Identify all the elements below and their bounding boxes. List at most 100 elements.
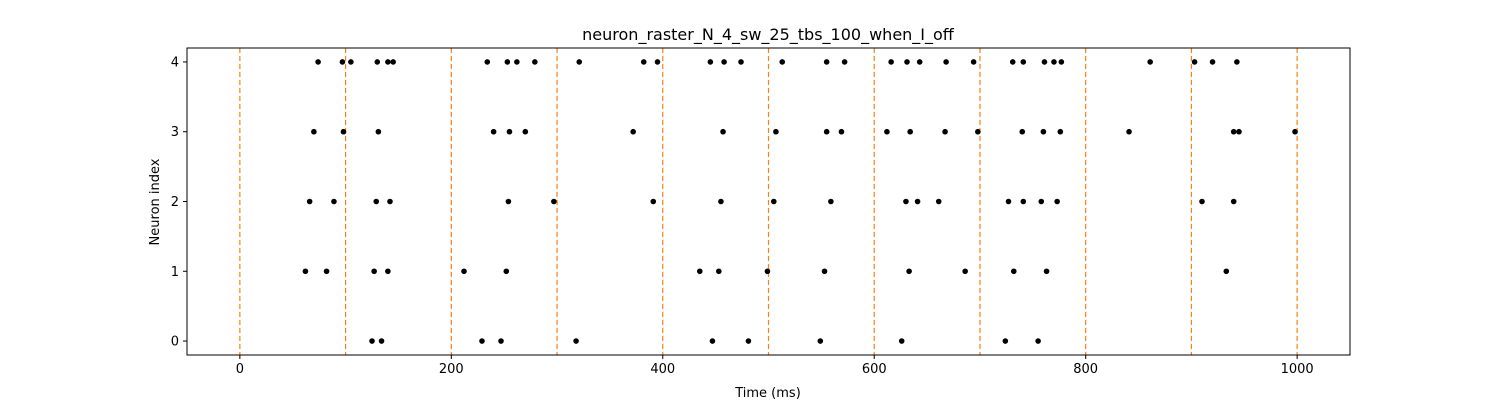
spike-point [504,59,511,65]
spike-point [1038,198,1045,205]
spike-point [943,59,949,65]
spike-point [1230,128,1237,135]
spike-point [461,268,467,275]
spike-point [385,59,391,65]
y-tick-label: 1 [171,265,179,280]
y-tick-label: 3 [171,125,179,140]
x-tick-label: 200 [439,362,464,377]
spike-point [369,338,375,344]
spike-point [576,59,583,65]
y-axis-ticks: 0 1 2 3 4 [171,55,187,350]
spike-point [1009,59,1016,65]
spike-point [942,128,948,135]
spike-point [1051,59,1057,65]
spike-point [817,338,824,344]
spike-point [375,128,382,135]
x-tick-label: 1000 [1281,362,1314,377]
spike-point [970,59,977,65]
spike-point [709,338,716,344]
y-tick-label: 2 [171,195,179,210]
spike-point [532,59,538,65]
spike-point [1043,268,1050,275]
spike-point [506,128,513,135]
spike-point [514,59,520,65]
spike-point [1035,338,1041,344]
spike-point [962,268,968,275]
spike-point [975,128,981,135]
spike-point [898,338,905,344]
spike-point [1058,59,1065,65]
spike-point [888,59,894,65]
y-tick-label: 0 [171,335,179,350]
spike-point [348,59,354,65]
spike-point [331,198,337,205]
spike-point [696,268,703,275]
spike-point [745,338,752,344]
spike-point [1236,128,1242,135]
spike-point [479,338,485,344]
spike-point [718,198,724,205]
spike-point [906,268,912,275]
spike-point [385,268,391,275]
spike-point [914,198,921,205]
spike-point [1019,128,1026,135]
spike-point [1191,59,1198,65]
spike-point [838,128,845,135]
spike-point [1020,59,1027,65]
spike-point [1199,198,1205,205]
spike-point [764,268,771,275]
spike-point [823,59,830,65]
spike-point [1230,198,1237,205]
spike-point [1054,198,1060,205]
spike-point [378,338,385,344]
spike-point [935,198,942,205]
spike-point [884,128,890,135]
spike-point [1041,59,1048,65]
spike-point [630,128,636,135]
spike-point [1010,268,1017,275]
spike-point [650,198,657,205]
interval-markers [239,48,1298,355]
x-axis-label: Time (ms) [734,386,801,400]
spike-point [903,198,909,205]
spike-point [1234,59,1240,65]
spike-point [503,268,510,275]
spike-point [640,59,647,65]
spike-point [716,268,722,275]
spike-point [654,59,661,65]
spike-point [1020,198,1027,205]
spike-point [390,59,396,65]
spike-point [1057,128,1064,135]
spike-point [770,198,777,205]
spike-point [374,59,381,65]
spike-point [916,59,923,65]
spike-point [828,198,834,205]
spike-point [1002,338,1009,344]
spike-point [339,59,346,65]
spike-point [522,128,529,135]
spike-point [302,268,309,275]
spike-point [1223,268,1230,275]
spike-point [306,198,313,205]
spike-point [779,59,786,65]
spike-point [505,198,512,205]
spike-point [573,338,579,344]
x-tick-label: 0 [236,362,244,377]
y-axis-label: Neuron index [148,158,163,245]
spike-point [484,59,491,65]
x-axis-ticks: 0 200 400 600 800 1000 [236,355,1314,377]
spike-point [551,198,557,205]
spike-point [323,268,330,275]
spike-point [904,59,910,65]
spike-point [315,59,321,65]
spike-point [490,128,497,135]
spike-point [823,128,830,135]
y-tick-label: 4 [171,55,179,70]
spike-point [1126,128,1132,135]
spike-point [1147,59,1153,65]
x-tick-label: 600 [862,362,887,377]
x-tick-label: 800 [1073,362,1098,377]
